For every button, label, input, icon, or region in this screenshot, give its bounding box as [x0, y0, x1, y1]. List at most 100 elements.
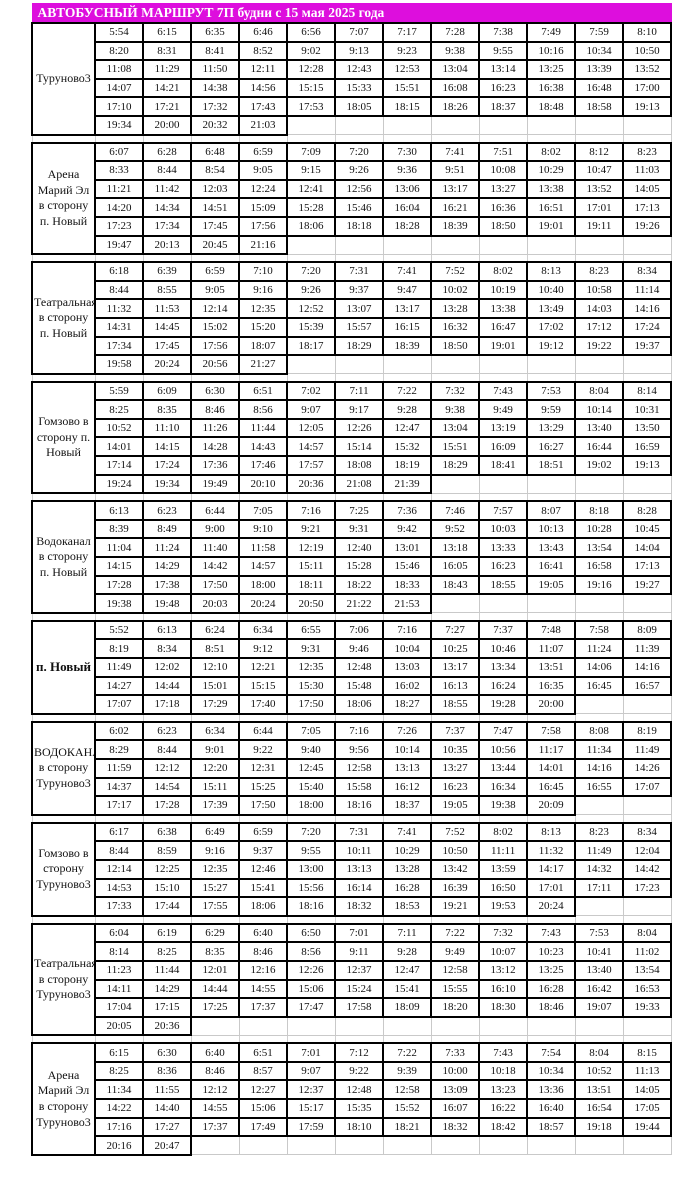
time-cell: 6:29 — [190, 922, 240, 944]
time-cell: 19:13 — [622, 455, 673, 476]
time-cell: 9:07 — [286, 399, 336, 420]
gap-cell — [382, 814, 432, 824]
schedule-row: 10:52 11:10 11:26 11:44 12:05 12:26 12:47 13:04… — [32, 417, 673, 439]
time-cell: 16:50 — [478, 877, 529, 899]
time-cell: 9:37 — [238, 840, 288, 861]
empty-cell — [574, 795, 624, 816]
time-cell: 15:17 — [286, 1098, 336, 1119]
schedule-row: п. Новый 5:52 6:13 6:24 6:34 6:55 7:06 7:16 7:27… — [31, 619, 673, 715]
time-cell: 20:16 — [94, 1135, 144, 1156]
time-cell: 17:17 — [94, 795, 144, 816]
gap-cell — [286, 814, 336, 824]
time-cell: 8:57 — [238, 1060, 288, 1082]
time-cell: 7:01 — [286, 1042, 336, 1063]
section-gap — [31, 612, 672, 622]
schedule-row: 8:39 8:49 9:00 9:10 9:21 9:31 9:42 9:52 10:03 10:… — [32, 518, 673, 540]
time-cell: 13:09 — [430, 1079, 481, 1101]
time-cell: 8:34 — [622, 821, 673, 843]
empty-cell — [430, 115, 480, 136]
gap-cell — [190, 1034, 240, 1044]
time-cell: 7:51 — [478, 141, 529, 163]
time-cell: 11:24 — [574, 638, 625, 659]
time-cell: 16:23 — [478, 556, 529, 577]
time-cell: 9:21 — [286, 518, 336, 540]
time-cell: 13:04 — [430, 417, 481, 439]
time-cell: 17:43 — [238, 96, 288, 117]
empty-cell — [622, 354, 672, 375]
time-cell: 12:14 — [190, 298, 240, 319]
time-cell: 10:58 — [574, 279, 625, 301]
time-cell: 14:05 — [622, 178, 673, 200]
time-cell: 6:13 — [94, 500, 144, 521]
time-cell: 16:12 — [382, 776, 433, 798]
time-cell: 8:13 — [526, 261, 577, 282]
time-cell: 19:05 — [526, 574, 577, 596]
time-cell: 12:58 — [382, 1079, 433, 1101]
time-cell: 19:22 — [574, 335, 625, 357]
empty-cell — [382, 115, 432, 136]
time-cell: 8:44 — [142, 160, 192, 181]
time-cell: 20:24 — [238, 593, 288, 614]
time-cell: 8:44 — [94, 840, 144, 861]
time-cell: 15:32 — [382, 436, 433, 458]
time-cell: 8:07 — [526, 500, 577, 521]
time-cell: 8:29 — [94, 739, 144, 760]
gap-cell — [478, 253, 528, 263]
time-cell: 18:18 — [333, 215, 385, 237]
empty-cell — [190, 1135, 240, 1156]
gap-cell — [94, 713, 144, 723]
empty-cell — [526, 474, 576, 494]
time-cell: 16:58 — [574, 556, 625, 577]
time-cell: 6:02 — [94, 720, 144, 742]
schedule-row: 17:07 17:18 17:29 17:40 17:50 18:06 18:27 18:55… — [32, 694, 672, 715]
time-cell: 16:42 — [574, 978, 625, 1000]
empty-cell — [622, 235, 672, 255]
banner-cell — [478, 3, 528, 24]
time-cell: 18:42 — [478, 1116, 529, 1138]
section-gap — [31, 915, 672, 925]
time-cell: 6:19 — [142, 922, 192, 944]
time-cell: 12:20 — [190, 757, 240, 779]
time-cell: 9:26 — [333, 160, 385, 181]
time-cell: 7:59 — [574, 22, 625, 43]
gap-cell — [526, 492, 576, 502]
gap-cell — [190, 253, 240, 263]
time-cell: 6:59 — [238, 821, 288, 843]
schedule-row: Театральная в сторону Туруново3 6:04 6:19 6… — [31, 922, 673, 1037]
time-cell: 17:34 — [142, 215, 192, 237]
empty-cell — [574, 115, 624, 136]
time-cell: 21:22 — [333, 593, 385, 614]
schedule-row: Гомзово в сторону Туруново3 6:17 6:38 6:49 6… — [31, 821, 673, 917]
station-label: Арена Марий Эл в сторону Туруново3 — [31, 1042, 96, 1156]
time-cell: 11:49 — [94, 657, 144, 678]
time-cell: 19:34 — [142, 473, 192, 495]
time-cell: 14:42 — [190, 556, 240, 577]
time-cell: 11:58 — [238, 537, 288, 559]
time-cell: 16:28 — [382, 877, 433, 899]
time-cell: 7:30 — [382, 141, 433, 163]
time-cell: 7:06 — [333, 619, 385, 641]
time-cell: 6:50 — [286, 922, 336, 944]
time-cell: 7:43 — [478, 1042, 529, 1063]
time-cell: 6:44 — [238, 720, 288, 742]
time-cell: 7:58 — [526, 720, 577, 742]
time-cell: 20:10 — [238, 473, 288, 495]
time-cell: 13:28 — [382, 858, 433, 880]
time-cell: 12:19 — [286, 537, 336, 559]
time-cell: 14:04 — [622, 537, 673, 559]
gap-cell — [286, 253, 336, 263]
time-cell: 6:17 — [94, 821, 144, 843]
time-cell: 12:24 — [238, 178, 288, 200]
time-cell: 6:28 — [142, 141, 192, 163]
time-cell: 7:53 — [526, 380, 577, 402]
time-cell: 8:23 — [574, 261, 625, 282]
gap-cell — [142, 134, 192, 144]
time-cell: 14:57 — [286, 436, 336, 458]
time-cell: 9:56 — [333, 739, 385, 760]
time-cell: 6:48 — [190, 141, 240, 163]
time-cell: 19:58 — [94, 354, 144, 375]
time-cell: 16:39 — [430, 877, 481, 899]
empty-cell — [430, 1135, 480, 1156]
time-cell: 18:27 — [382, 694, 433, 715]
time-cell: 8:25 — [94, 1060, 144, 1082]
